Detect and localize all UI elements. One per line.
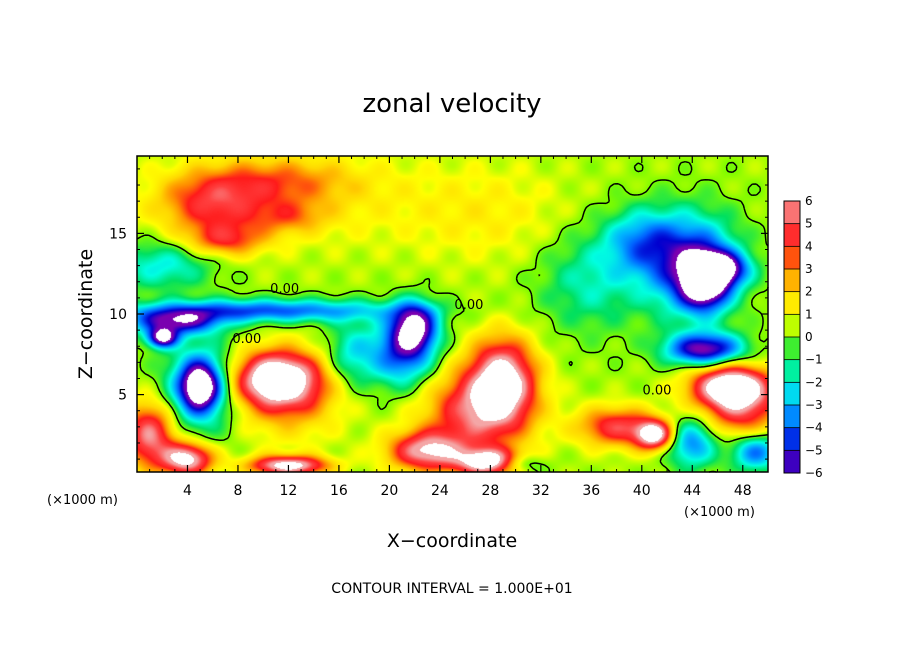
colorbar-tick-label: −1 (805, 353, 823, 367)
y-tick-label: 10 (109, 307, 127, 323)
colorbar-cell (784, 246, 800, 270)
x-tick-label: 44 (683, 483, 701, 499)
colorbar-cell (784, 450, 800, 474)
x-tick-label: 28 (481, 483, 499, 499)
colorbar-tick-label: 6 (805, 194, 813, 208)
x-tick-label: 32 (532, 483, 550, 499)
y-axis-ticks: 5 10 15 (109, 168, 768, 460)
colorbar-tick-label: 1 (805, 307, 813, 321)
x-unit-label-left: (×1000 m) (47, 493, 118, 508)
zero-contour-line (136, 160, 769, 473)
colorbar-tick-label: 5 (805, 217, 813, 231)
x-tick-label: 12 (280, 483, 298, 499)
y-axis-label: Z−coordinate (75, 249, 97, 379)
y-tick-label: 5 (118, 388, 127, 404)
colorbar-cell (784, 291, 800, 315)
colorbar-cell (784, 269, 800, 293)
colorbar-cell (784, 359, 800, 383)
contour-labels: 0.00 0.00 0.00 0.00 (232, 282, 671, 399)
x-axis-label: X−coordinate (387, 530, 517, 552)
contour-label: 0.00 (232, 332, 261, 347)
heatmap-field (137, 156, 768, 472)
colorbar-cell (784, 405, 800, 429)
colorbar-tick-label: −4 (805, 421, 823, 435)
colorbar-tick-label: −2 (805, 375, 823, 389)
colorbar-cell (784, 314, 800, 338)
x-unit-label-right: (×1000 m) (684, 505, 755, 520)
colorbar-tick-label: 3 (805, 262, 813, 276)
y-tick-label: 15 (109, 226, 127, 242)
zero-contours (136, 160, 769, 473)
x-tick-label: 48 (734, 483, 752, 499)
x-tick-label: 4 (183, 483, 192, 499)
x-axis-ticks: 4 8 12 16 20 24 28 32 36 40 44 48 (149, 156, 756, 499)
x-tick-label: 8 (233, 483, 242, 499)
contour-label: 0.00 (454, 298, 483, 313)
colorbar-cell (784, 337, 800, 361)
colorbar-tick-label: 2 (805, 285, 813, 299)
x-tick-label: 40 (633, 483, 651, 499)
colorbar-cell (784, 223, 800, 247)
x-tick-label: 20 (380, 483, 398, 499)
contour-interval-note: CONTOUR INTERVAL = 1.000E+01 (331, 581, 572, 597)
colorbar-tick-label: 0 (805, 330, 813, 344)
contour-label: 0.00 (642, 384, 671, 399)
colorbar-tick-label: −6 (805, 466, 823, 480)
x-tick-label: 16 (330, 483, 348, 499)
colorbar-cell (784, 427, 800, 451)
x-tick-label: 36 (582, 483, 600, 499)
colorbar-tick-label: 4 (805, 239, 813, 253)
chart-title: zonal velocity (362, 89, 541, 119)
colorbar: 6 5 4 3 2 1 0 −1 −2 −3 −4 −5 −6 (783, 194, 823, 480)
colorbar-tick-label: −3 (805, 398, 823, 412)
x-tick-label: 24 (431, 483, 449, 499)
colorbar-tick-label: −5 (805, 443, 823, 457)
colorbar-cell (784, 382, 800, 406)
contour-label: 0.00 (270, 282, 299, 297)
plot-area: 0.00 0.00 0.00 0.00 (136, 155, 769, 473)
colorbar-cell (784, 201, 800, 225)
